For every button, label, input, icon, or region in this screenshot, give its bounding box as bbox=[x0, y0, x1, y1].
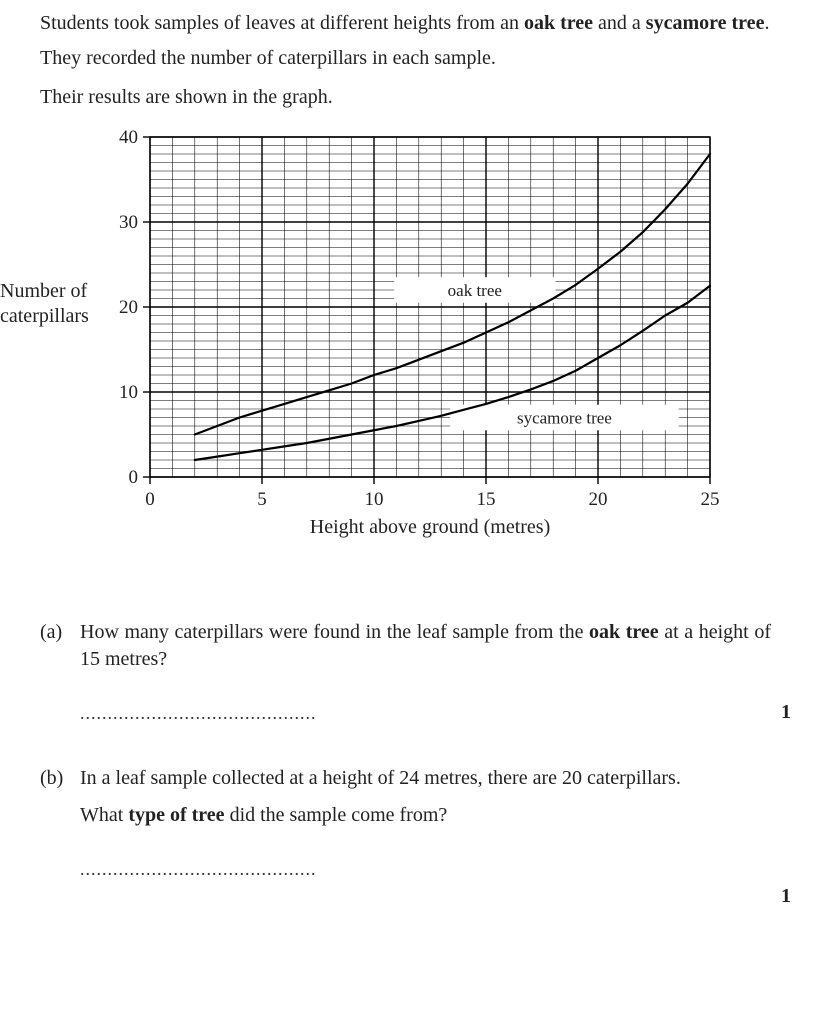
svg-text:30: 30 bbox=[119, 212, 138, 233]
caterpillar-chart: 0 5 10 15 20 25 0 10 20 30 40 Height above ground (… bbox=[100, 129, 720, 539]
svg-text:20: 20 bbox=[119, 297, 138, 318]
q-b-body: In a leaf sample collected at a height o… bbox=[80, 765, 771, 829]
svg-text:25: 25 bbox=[701, 489, 720, 510]
question-a: (a) How many caterpillars were found in … bbox=[40, 619, 771, 725]
svg-text:0: 0 bbox=[145, 489, 155, 510]
q-b-label: (b) bbox=[40, 765, 63, 792]
intro-line2: They recorded the number of caterpillars… bbox=[40, 45, 771, 72]
ylab-2: caterpillars bbox=[0, 305, 89, 327]
intro-text: Students took samples of leaves at diffe… bbox=[40, 10, 771, 111]
q-b-post: did the sample come from? bbox=[225, 804, 448, 826]
svg-text:5: 5 bbox=[257, 489, 267, 510]
q-a-answer-line: ........................................… bbox=[80, 701, 771, 725]
q-b-line2: What type of tree did the sample come fr… bbox=[80, 802, 771, 829]
svg-text:sycamore tree: sycamore tree bbox=[517, 409, 612, 428]
svg-text:oak tree: oak tree bbox=[448, 281, 502, 300]
intro-1-b1: oak tree bbox=[524, 12, 593, 34]
intro-1-mid: and a bbox=[593, 12, 646, 34]
svg-text:10: 10 bbox=[365, 489, 384, 510]
svg-text:40: 40 bbox=[119, 129, 138, 148]
svg-text:15: 15 bbox=[477, 489, 496, 510]
q-a-mark: 1 bbox=[781, 699, 791, 726]
intro-line1: Students took samples of leaves at diffe… bbox=[40, 10, 771, 37]
chart-container: Number of caterpillars 0 5 10 15 20 25 0 10 20 30… bbox=[0, 129, 801, 549]
q-b-line1: In a leaf sample collected at a height o… bbox=[80, 765, 771, 792]
intro-1-pre: Students took samples of leaves at diffe… bbox=[40, 12, 524, 34]
q-a-label: (a) bbox=[40, 619, 62, 646]
svg-text:20: 20 bbox=[589, 489, 608, 510]
intro-1-post: . bbox=[764, 12, 769, 34]
svg-text:Height above ground (metres): Height above ground (metres) bbox=[310, 516, 550, 538]
intro-1-b2: sycamore tree bbox=[646, 12, 765, 34]
q-b-pre: What bbox=[80, 804, 128, 826]
q-a-bold: oak tree bbox=[589, 621, 659, 643]
question-b: (b) In a leaf sample collected at a heig… bbox=[40, 765, 771, 881]
svg-text:0: 0 bbox=[129, 467, 139, 488]
q-a-body: How many caterpillars were found in the … bbox=[80, 619, 771, 673]
q-a-pre: How many caterpillars were found in the … bbox=[80, 621, 589, 643]
ylab-1: Number of bbox=[0, 280, 87, 302]
q-b-bold: type of tree bbox=[128, 804, 224, 826]
intro-line3: Their results are shown in the graph. bbox=[40, 84, 771, 111]
y-axis-label: Number of caterpillars bbox=[0, 279, 110, 329]
svg-text:10: 10 bbox=[119, 382, 138, 403]
q-b-mark: 1 bbox=[781, 883, 791, 910]
q-b-answer-line: ........................................… bbox=[80, 857, 771, 881]
